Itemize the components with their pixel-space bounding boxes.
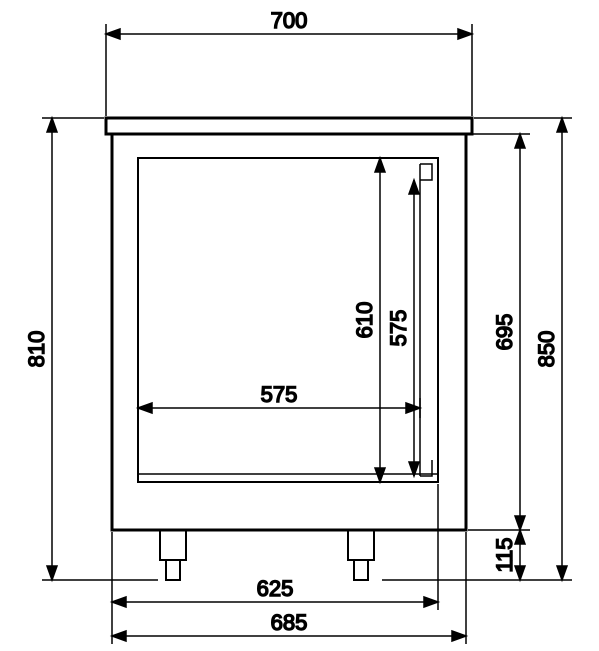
- dim-label: 575: [386, 310, 411, 347]
- dim-label: 625: [257, 576, 294, 601]
- dim-inner-575h: 575: [386, 180, 419, 476]
- dim-label: 700: [271, 8, 308, 33]
- dim-label: 685: [271, 610, 308, 635]
- dim-top-700: 700: [106, 8, 472, 116]
- dim-right-115: 115: [492, 530, 525, 580]
- dim-label: 850: [534, 331, 559, 368]
- dim-inner-610: 610: [352, 158, 385, 482]
- dim-label: 695: [492, 314, 517, 351]
- drawing-svg: 700 810 850 695 115: [0, 0, 599, 651]
- dim-inner-575w: 575: [138, 382, 420, 418]
- dim-label: 610: [352, 302, 377, 339]
- dim-label: 810: [24, 331, 49, 368]
- dim-right-695: 695: [468, 134, 530, 530]
- drawing-canvas: 700 810 850 695 115: [0, 0, 599, 651]
- dim-label: 575: [261, 382, 298, 407]
- cabinet-legs: [160, 530, 374, 580]
- dim-right-850: 850: [382, 118, 572, 580]
- dim-label: 115: [492, 537, 517, 572]
